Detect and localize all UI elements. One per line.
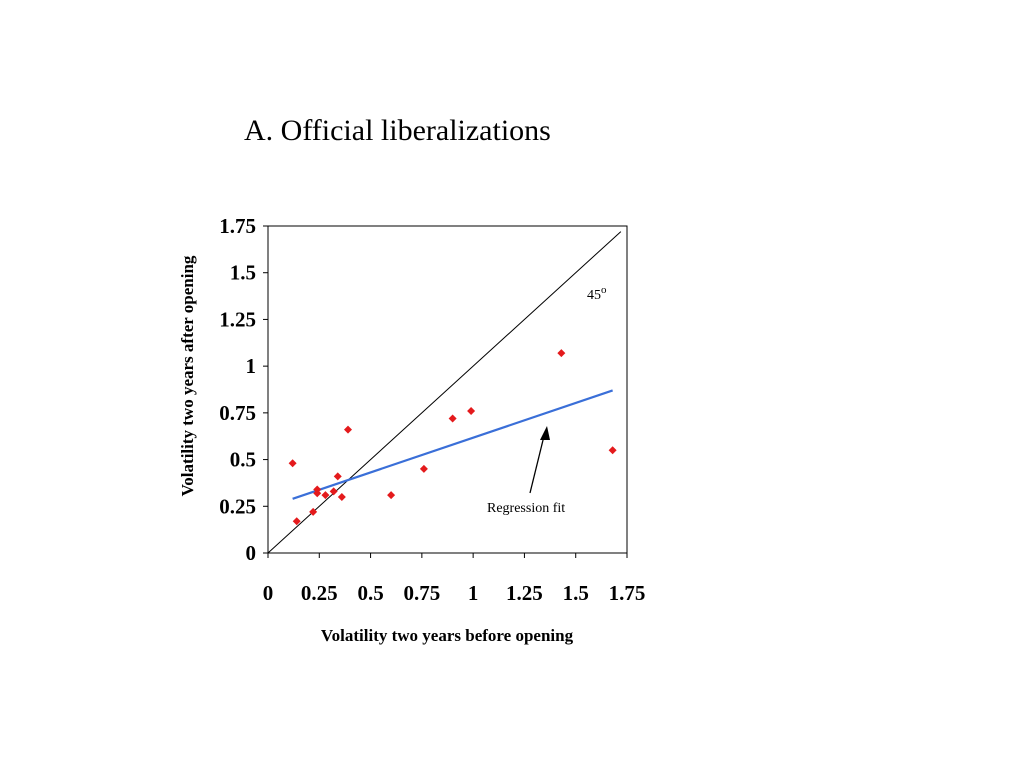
data-point — [321, 491, 330, 500]
x-tick-labels: 0 0.25 0.5 0.75 1 1.25 1.5 1.75 — [263, 581, 646, 605]
plot-area-border — [267, 225, 628, 554]
data-point — [333, 472, 342, 481]
chart-title: A. Official liberalizations — [244, 114, 551, 147]
x-tick-label: 0.25 — [301, 581, 338, 605]
y-tick-labels: 0 0.25 0.5 0.75 1 1.25 1.5 1.75 — [219, 214, 256, 565]
plot-frame — [267, 225, 628, 554]
y-tick-label: 0.5 — [230, 448, 256, 472]
diagonal-45-line — [267, 231, 622, 554]
x-tick-label: 1.25 — [506, 581, 543, 605]
axis-ticks — [263, 225, 628, 558]
data-point — [344, 425, 353, 434]
data-point — [329, 487, 338, 496]
data-point — [292, 517, 301, 526]
x-tick-label: 0.5 — [357, 581, 383, 605]
regression-line — [292, 389, 613, 500]
x-tick-label: 1 — [468, 581, 479, 605]
data-point — [557, 349, 566, 358]
x-tick-label: 1.5 — [563, 581, 589, 605]
y-tick-label: 1.5 — [230, 261, 256, 285]
regression-fit-annotation: Regression fit — [487, 501, 565, 516]
x-tick-label: 0.75 — [403, 581, 440, 605]
data-point — [309, 507, 318, 516]
y-tick-label: 1.25 — [219, 307, 256, 331]
regression-annotation-arrow — [529, 426, 550, 494]
data-point — [448, 414, 457, 423]
data-point — [467, 406, 476, 415]
x-axis-label: Volatility two years before opening — [321, 626, 574, 645]
data-point — [608, 446, 617, 455]
y-tick-label: 1 — [246, 354, 257, 378]
y-tick-label: 1.75 — [219, 214, 256, 238]
data-point — [313, 489, 322, 498]
degree-annotation: 45o — [587, 284, 607, 303]
y-axis-label: Volatility two years after opening — [178, 255, 197, 496]
data-point — [387, 491, 396, 500]
data-point — [337, 492, 346, 501]
data-point — [419, 464, 428, 473]
data-points — [288, 349, 617, 526]
y-tick-label: 0.75 — [219, 401, 256, 425]
x-tick-label: 1.75 — [609, 581, 646, 605]
y-tick-label: 0.25 — [219, 494, 256, 518]
data-point — [288, 459, 297, 468]
x-tick-label: 0 — [263, 581, 274, 605]
y-tick-label: 0 — [246, 541, 257, 565]
